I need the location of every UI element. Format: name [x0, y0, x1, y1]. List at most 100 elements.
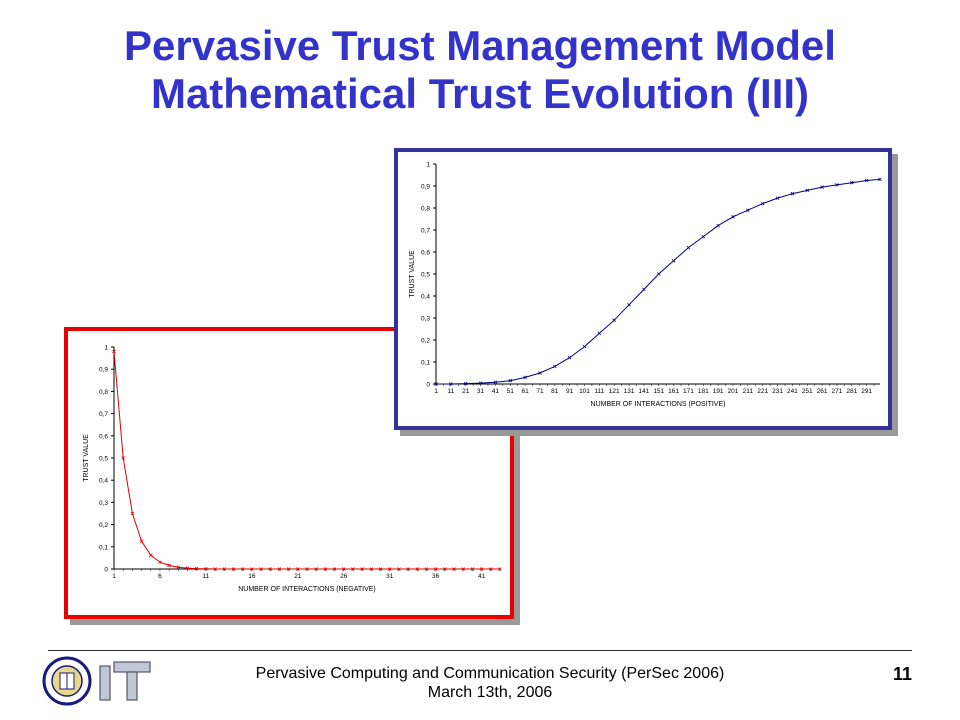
footer-conference: Pervasive Computing and Communication Se…	[255, 665, 725, 682]
y-axis-label: TRUST VALUE	[409, 250, 416, 298]
data-point	[424, 567, 429, 571]
x-tick-label: 271	[832, 388, 843, 395]
data-point	[351, 567, 355, 571]
positive-chart-panel: 0 0,1 0,2 0,3 0,4 0,5 0,6 0,7 0,8 0,9 1 1 11 21 31 41 51…	[394, 148, 892, 430]
data-point	[369, 567, 374, 571]
data-point	[523, 375, 527, 380]
x-tick-label: 281	[846, 388, 857, 395]
y-tick-label: 0,8	[99, 389, 108, 396]
x-tick-label: 21	[462, 388, 470, 395]
data-point	[296, 567, 300, 571]
data-point	[185, 566, 190, 570]
x-tick-label: 121	[609, 388, 620, 395]
data-point	[790, 191, 795, 196]
data-point	[508, 378, 513, 383]
data-point	[746, 208, 750, 212]
data-point	[158, 560, 162, 564]
x-tick-label: 261	[817, 388, 828, 395]
y-tick-label: 0,2	[99, 522, 108, 529]
y-tick-label: 0,9	[421, 184, 430, 191]
x-tick-label: 21	[294, 573, 302, 580]
positive-trust-chart: 00,10,20,30,40,50,60,70,80,911 11 21 31 41 51…	[409, 162, 882, 408]
y-tick-label: 0,9	[99, 367, 108, 374]
x-tick-label: 241	[787, 388, 798, 395]
y-tick-label: 0,5	[99, 456, 108, 463]
y-tick-label: 0,2	[421, 338, 430, 345]
x-axis-label: NUMBER OF INTERACTIONS (POSITIVE)	[591, 401, 726, 408]
x-tick-label: 51	[507, 388, 515, 395]
data-point	[378, 567, 383, 571]
data-point	[538, 371, 542, 375]
x-tick-label: 231	[772, 388, 783, 395]
data-point	[204, 566, 208, 571]
data-point	[360, 567, 364, 571]
y-tick-label: 0,3	[421, 316, 430, 323]
x-tick-label: 151	[653, 388, 664, 395]
y-tick-label: 0,5	[421, 272, 430, 279]
y-tick-label: 0,1	[99, 544, 108, 551]
x-tick-label: 221	[757, 388, 768, 395]
x-tick-label: 171	[683, 388, 694, 395]
x-axis-label: NUMBER OF INTERACTIONS (NEGATIVE)	[238, 586, 376, 593]
x-tick-label: 31	[386, 573, 394, 580]
data-point	[731, 215, 735, 219]
x-tick-label: 131	[624, 388, 635, 395]
x-tick-label: 1	[112, 573, 116, 580]
data-point	[850, 180, 854, 185]
university-seal-logo	[42, 656, 92, 706]
data-point	[493, 380, 498, 385]
data-point	[449, 382, 453, 386]
data-point	[323, 567, 328, 571]
y-tick-label: 1	[426, 162, 430, 169]
data-point	[498, 567, 502, 571]
x-tick-label: 181	[698, 388, 709, 395]
data-point	[231, 567, 236, 571]
y-tick-label: 1	[104, 345, 108, 352]
data-point	[612, 318, 616, 322]
data-point	[452, 567, 456, 571]
data-point	[406, 567, 410, 571]
x-tick-label: 101	[579, 388, 590, 395]
data-point	[760, 201, 765, 206]
data-point	[686, 245, 691, 250]
data-point	[222, 567, 227, 571]
data-point	[478, 381, 483, 385]
title-line-1: Pervasive Trust Management Model	[124, 22, 836, 69]
x-tick-label: 81	[551, 388, 559, 395]
data-point	[433, 567, 438, 571]
data-point	[835, 183, 839, 187]
data-point	[213, 567, 217, 571]
data-point	[397, 567, 401, 571]
x-tick-label: 91	[566, 388, 574, 395]
x-tick-label: 41	[478, 573, 486, 580]
it-logo	[99, 661, 151, 701]
data-point	[567, 355, 572, 360]
data-point	[461, 567, 466, 571]
x-tick-label: 191	[713, 388, 724, 395]
x-tick-label: 11	[203, 573, 210, 580]
data-point	[479, 567, 484, 571]
negative-trust-chart: 00,10,20,30,40,50,60,70,80,911 6 11 16 21 26 3…	[83, 345, 502, 593]
x-tick-label: 61	[521, 388, 529, 395]
data-point	[121, 456, 125, 460]
data-point	[268, 567, 273, 571]
y-tick-label: 0,1	[421, 360, 430, 367]
data-point	[716, 223, 720, 228]
data-point	[415, 567, 420, 571]
y-tick-label: 0	[426, 382, 430, 389]
data-point	[864, 178, 869, 183]
x-tick-label: 211	[743, 388, 754, 395]
data-point	[305, 567, 309, 571]
y-tick-label: 0,7	[421, 228, 430, 235]
page-number: 11	[892, 664, 912, 684]
data-point	[277, 567, 282, 571]
x-tick-label: 41	[492, 388, 500, 395]
x-tick-label: 251	[802, 388, 813, 395]
data-point	[553, 364, 557, 369]
data-point	[341, 567, 346, 571]
x-tick-label: 161	[668, 388, 679, 395]
data-point	[597, 331, 602, 336]
data-point	[805, 188, 810, 193]
data-point	[314, 567, 318, 571]
data-point	[470, 567, 475, 571]
